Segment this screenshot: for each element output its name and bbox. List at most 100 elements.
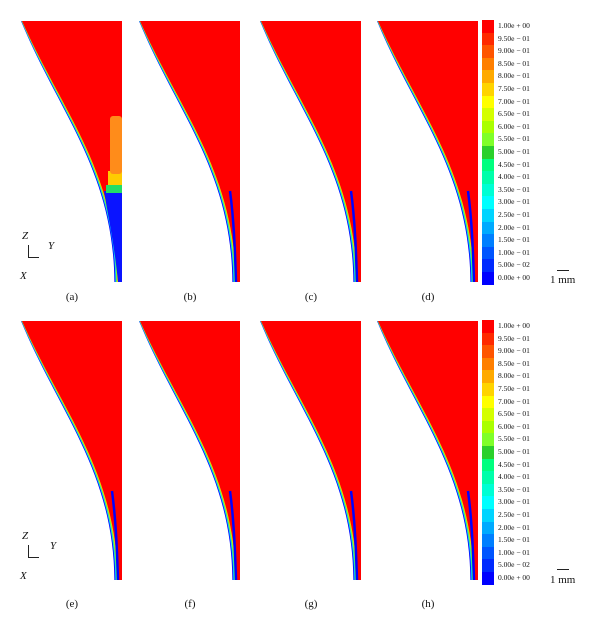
colorbar-top-tick-label: 8.00e − 01 bbox=[498, 71, 530, 81]
colorbar-bottom-tick-label: 5.00e − 02 bbox=[498, 560, 530, 570]
contour-panel-g bbox=[260, 321, 361, 581]
colorbar-bottom-tick-label: 8.00e − 01 bbox=[498, 371, 530, 381]
colorbar-top-swatch bbox=[482, 196, 494, 210]
colorbar-bottom-swatch bbox=[482, 408, 494, 422]
colorbar-top-tick-label: 0.00e + 00 bbox=[498, 273, 530, 282]
colorbar-top-swatch bbox=[482, 209, 494, 223]
colorbar-bottom-swatch bbox=[482, 420, 494, 434]
colorbar-top-tick-label: 1.00e + 00 bbox=[498, 21, 530, 30]
colorbar-bottom-tick-label: 2.00e − 01 bbox=[498, 522, 530, 532]
colorbar-top-swatch bbox=[482, 32, 494, 46]
contour-panel-d-edge bbox=[466, 190, 476, 283]
contour-panel-e-core bbox=[22, 321, 122, 580]
contour-panel-f bbox=[139, 321, 240, 581]
colorbar-bottom-swatch bbox=[482, 509, 494, 523]
colorbar-bottom-tick-label: 9.50e − 01 bbox=[498, 333, 530, 343]
colorbar-bottom-swatch bbox=[482, 433, 494, 447]
contour-panel-a-blue-zone bbox=[104, 191, 122, 282]
colorbar-bottom-swatch bbox=[482, 395, 494, 409]
colorbar-bottom-swatch bbox=[482, 345, 494, 359]
panel-label-c: (c) bbox=[304, 291, 318, 303]
colorbar-top-tick-label: 1.50e − 01 bbox=[498, 235, 530, 245]
colorbar-top-swatch bbox=[482, 57, 494, 71]
colorbar-bottom-swatch bbox=[482, 521, 494, 535]
colorbar-bottom-tick-label: 3.50e − 01 bbox=[498, 484, 530, 494]
colorbar-top-swatch bbox=[482, 221, 494, 235]
colorbar-top-tick-label: 8.50e − 01 bbox=[498, 58, 530, 68]
contour-panel-a-orange-plume bbox=[110, 116, 122, 174]
colorbar-bottom-swatch bbox=[482, 332, 494, 346]
colorbar-top-swatch bbox=[482, 70, 494, 84]
panel-label-g: (g) bbox=[304, 598, 318, 610]
axis-z-label-top: Z bbox=[22, 230, 29, 242]
panel-label-e: (e) bbox=[65, 598, 79, 610]
colorbar-bottom-swatch bbox=[482, 370, 494, 384]
contour-panel-c-edge bbox=[349, 190, 359, 283]
colorbar-top-tick-label: 5.00e − 02 bbox=[498, 260, 530, 270]
colorbar-bottom-swatch bbox=[482, 572, 494, 586]
colorbar-top-swatch bbox=[482, 158, 494, 172]
panel-label-f: (f) bbox=[184, 598, 196, 610]
colorbar-bottom-swatch bbox=[482, 383, 494, 397]
panel-label-b: (b) bbox=[183, 291, 197, 303]
colorbar-top-tick-label: 4.50e − 01 bbox=[498, 159, 530, 169]
contour-panel-b bbox=[139, 21, 240, 283]
colorbar-top-tick-label: 1.00e − 01 bbox=[498, 247, 530, 257]
colorbar-top-tick-label: 2.50e − 01 bbox=[498, 210, 530, 219]
colorbar-top-swatch bbox=[482, 259, 494, 273]
colorbar-bottom-tick-label: 8.50e − 01 bbox=[498, 358, 530, 368]
colorbar-top-swatch bbox=[482, 20, 494, 34]
axis-x-label-top: X bbox=[20, 270, 27, 282]
contour-panel-a-green-band bbox=[106, 185, 122, 193]
colorbar-top-tick-label: 9.00e − 01 bbox=[498, 46, 530, 56]
colorbar-bottom-swatch bbox=[482, 534, 494, 548]
panel-label-h: (h) bbox=[421, 598, 435, 610]
colorbar-top-swatch bbox=[482, 234, 494, 248]
colorbar-top-tick-label: 6.00e − 01 bbox=[498, 121, 530, 131]
colorbar-top-swatch bbox=[482, 83, 494, 97]
contour-panel-a bbox=[21, 21, 123, 282]
colorbar-top-tick-label: 7.00e − 01 bbox=[498, 96, 530, 106]
colorbar-bottom-swatch bbox=[482, 458, 494, 472]
colorbar-bottom-swatch bbox=[482, 471, 494, 485]
colorbar-top-tick-label: 9.50e − 01 bbox=[498, 33, 530, 43]
colorbar-bottom-tick-label: 6.00e − 01 bbox=[498, 421, 530, 431]
contour-panel-h-core bbox=[378, 321, 478, 580]
colorbar-top-swatch bbox=[482, 133, 494, 147]
contour-panel-g-core bbox=[261, 321, 361, 580]
colorbar-bottom-tick-label: 7.50e − 01 bbox=[498, 384, 530, 393]
colorbar-top-tick-label: 6.50e − 01 bbox=[498, 109, 530, 119]
colorbar-bottom-tick-label: 3.00e − 01 bbox=[498, 497, 530, 507]
contour-panel-b-edge bbox=[228, 190, 238, 283]
scale-label-top: 1 mm bbox=[550, 274, 576, 286]
colorbar-top-swatch bbox=[482, 95, 494, 109]
colorbar-top-swatch bbox=[482, 146, 494, 160]
axis-triad-top bbox=[28, 245, 39, 258]
colorbar-bottom-swatch bbox=[482, 483, 494, 497]
colorbar-bottom-tick-label: 7.00e − 01 bbox=[498, 396, 530, 406]
colorbar-top-tick-label: 5.50e − 01 bbox=[498, 134, 530, 144]
colorbar-bottom-tick-label: 2.50e − 01 bbox=[498, 510, 530, 519]
colorbar-bottom-tick-label: 4.50e − 01 bbox=[498, 459, 530, 469]
contour-panel-b-core bbox=[140, 21, 240, 282]
contour-panel-c bbox=[260, 21, 361, 283]
colorbar-bottom-tick-label: 4.00e − 01 bbox=[498, 472, 530, 482]
contour-panel-f-core bbox=[140, 321, 240, 580]
colorbar-bottom-tick-label: 1.00e − 01 bbox=[498, 547, 530, 557]
axis-z-label-bottom: Z bbox=[22, 530, 29, 542]
scale-label-bottom: 1 mm bbox=[550, 574, 576, 586]
axis-y-label-bottom: Y bbox=[50, 540, 57, 552]
contour-panel-f-edge bbox=[228, 490, 238, 581]
colorbar-bottom-tick-label: 5.00e − 01 bbox=[498, 447, 530, 456]
colorbar-top-tick-label: 3.00e − 01 bbox=[498, 197, 530, 207]
contour-panel-e bbox=[21, 321, 123, 581]
colorbar-bottom-tick-label: 1.50e − 01 bbox=[498, 535, 530, 545]
colorbar-bottom-swatch bbox=[482, 559, 494, 573]
axis-y-label-top: Y bbox=[48, 240, 55, 252]
colorbar-bottom-tick-label: 9.00e − 01 bbox=[498, 346, 530, 356]
contour-panel-h-edge bbox=[466, 490, 476, 581]
colorbar-bottom-tick-label: 6.50e − 01 bbox=[498, 409, 530, 419]
colorbar-top-tick-label: 2.00e − 01 bbox=[498, 222, 530, 232]
